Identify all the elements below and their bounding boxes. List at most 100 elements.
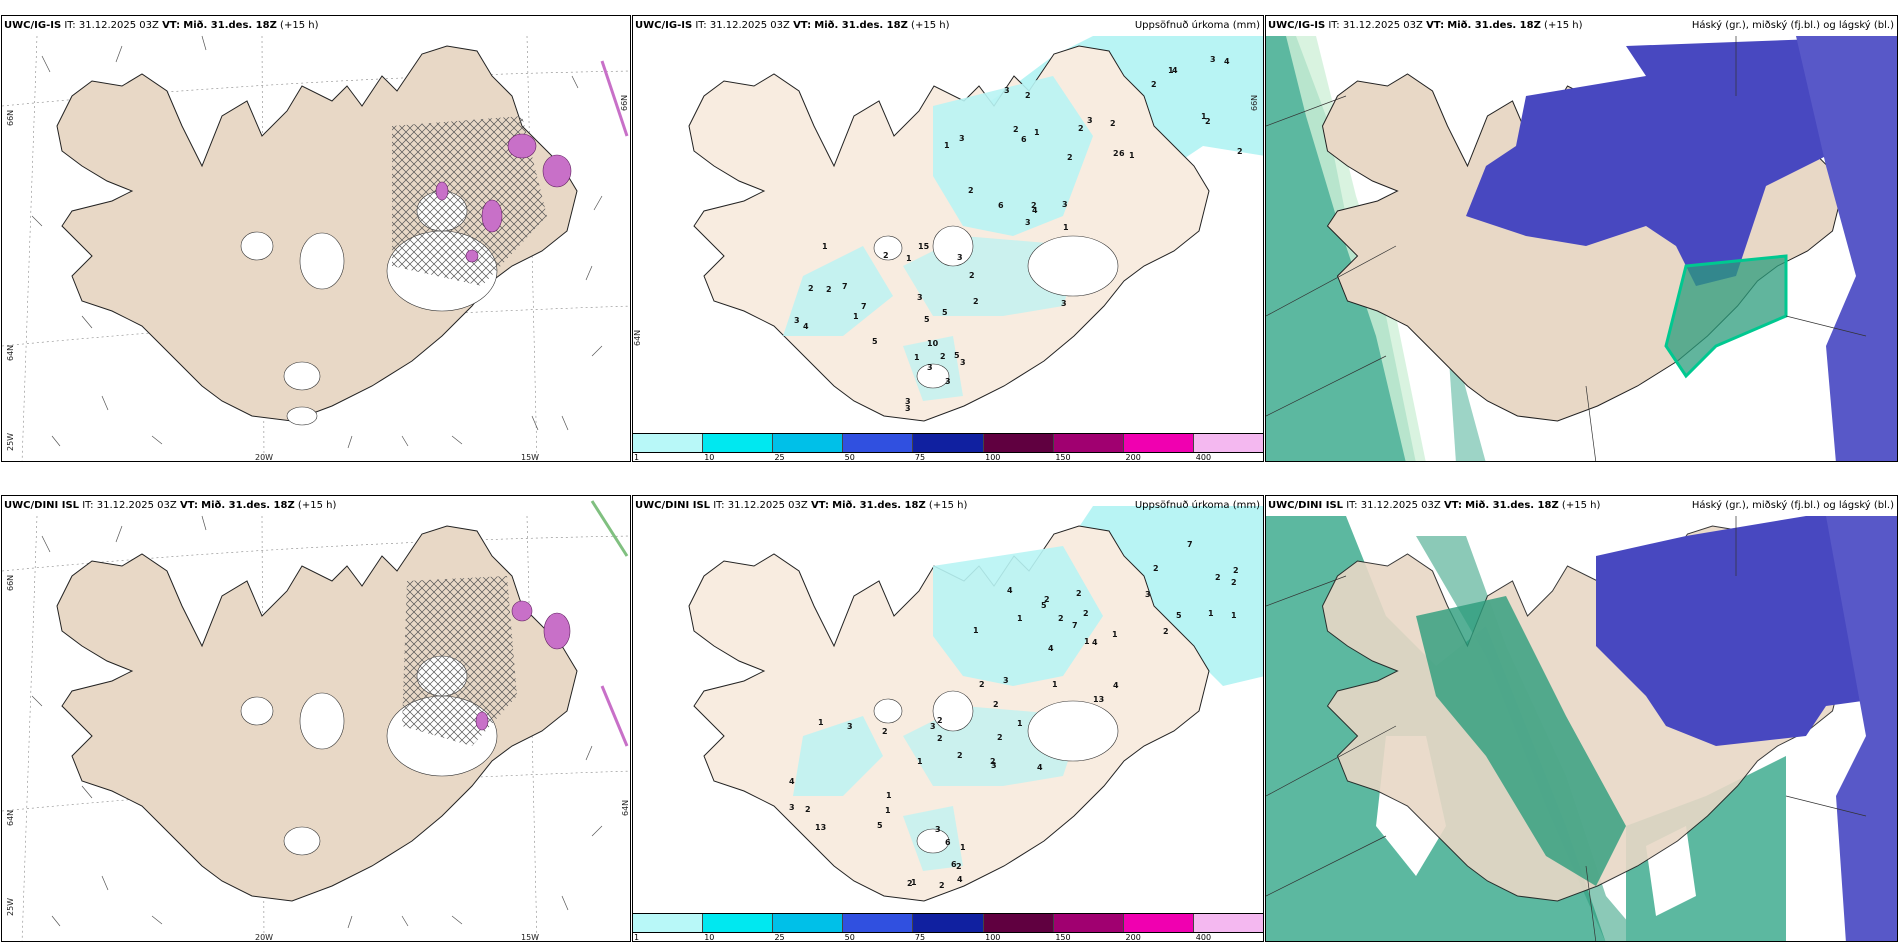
header-wind-top: UWC/IG-IS IT: 31.12.2025 03Z VT: Mið. 31… [4, 20, 319, 31]
precip-value-label: 4 [1092, 638, 1098, 647]
wind-map-top [2, 16, 631, 462]
lat-label-66n-p1: 66N [1250, 94, 1259, 111]
precip-value-label: 5 [1041, 601, 1047, 610]
precip-value-label: 1 [906, 254, 912, 263]
colorbar-swatch [1053, 914, 1124, 932]
precip-value-label: 4 [1224, 57, 1230, 66]
lat-label-66n-b: 66N [6, 574, 15, 591]
precip-value-label: 3 [905, 404, 911, 413]
precip-value-label: 2 [1083, 609, 1089, 618]
colorbar-swatch [843, 914, 914, 932]
precip-value-label: 1 [1017, 719, 1023, 728]
lon-label-15w-b: 15W [521, 933, 540, 942]
precip-value-label: 2 [1233, 566, 1239, 575]
colorbar-label: 150 [1055, 933, 1071, 942]
precip-value-label: 2 [1151, 80, 1157, 89]
precip-value-label: 7 [861, 302, 867, 311]
colorbar-label: 25 [774, 933, 785, 942]
precip-value-label: 1 [911, 878, 917, 887]
precip-value-label: 1 [1052, 680, 1058, 689]
colorbar-label: 75 [914, 933, 926, 942]
precip-value-label: 4 [1032, 206, 1038, 215]
colorbar-label: 100 [985, 453, 1001, 462]
precip-value-label: 2 [826, 285, 832, 294]
precip-value-label: 2 [882, 727, 888, 736]
precip-value-label: 2 [907, 879, 913, 888]
precip-value-label: 3 [1087, 116, 1093, 125]
lat-label-64n-p1: 64N [633, 329, 642, 346]
precip-value-label: 1 [914, 353, 920, 362]
header-cloud-bottom: UWC/DINI ISL IT: 31.12.2025 03Z VT: Mið.… [1268, 500, 1601, 511]
precip-value-label: 3 [991, 761, 997, 770]
cloud-title-top: Háský (gr.), miðský (fj.bl.) og lágský (… [1691, 20, 1894, 31]
precip-value-label: 1 [885, 806, 891, 815]
precip-value-label: 2 [1163, 627, 1169, 636]
precip-value-label: 2 [1025, 91, 1031, 100]
lon-label-15w: 15W [521, 453, 540, 462]
precip-value-label: 5 [872, 337, 878, 346]
precip-value-label: 3 [1062, 200, 1068, 209]
precip-value-label: 2 [1067, 153, 1073, 162]
precip-value-label: 4 [1048, 644, 1054, 653]
precip-value-label: 2 [973, 297, 979, 306]
precip-value-label: 2 [937, 716, 943, 725]
panel-wind-bottom: UWC/DINI ISL IT: 31.12.2025 03Z VT: Mið.… [1, 495, 631, 942]
precip-value-label: 1 [818, 718, 824, 727]
wind-map-bottom [2, 496, 631, 942]
precip-value-label: 2 [997, 733, 1003, 742]
panel-wind-top: UWC/IG-IS IT: 31.12.2025 03Z VT: Mið. 31… [1, 15, 631, 462]
precip-value-label: 4 [1172, 66, 1178, 75]
panel-precip-bottom: UWC/DINI ISL IT: 31.12.2025 03Z VT: Mið.… [632, 495, 1264, 942]
header-wind-bottom: UWC/DINI ISL IT: 31.12.2025 03Z VT: Mið.… [4, 500, 337, 511]
precip-value-label: 2 [968, 186, 974, 195]
precip-value-label: 1 [886, 791, 892, 800]
precip-value-label: 3 [1145, 590, 1151, 599]
colorbar-label: 50 [844, 933, 855, 942]
precip-value-label: 2 [1076, 589, 1082, 598]
precip-value-label: 3 [930, 722, 936, 731]
colorbar-top [633, 433, 1263, 453]
precip-value-label: 1 [1112, 630, 1118, 639]
colorbar-swatch [633, 434, 704, 452]
precip-value-label: 4 [803, 322, 809, 331]
precip-value-label: 2 [1078, 124, 1084, 133]
lon-label-25w: 25W [6, 432, 15, 451]
precip-value-label: 4 [1007, 586, 1013, 595]
precip-value-label: 2 [1205, 117, 1211, 126]
precip-value-label: 1 [944, 141, 950, 150]
precip-value-label: 3 [1004, 86, 1010, 95]
precip-value-label: 6 [951, 860, 957, 869]
precip-value-label: 2 [979, 680, 985, 689]
colorbar-swatch [1193, 914, 1263, 932]
colorbar-swatch [843, 434, 914, 452]
precip-value-label: 5 [954, 351, 960, 360]
precip-value-label: 1 [1168, 66, 1174, 75]
precip-value-label: 6 [1119, 149, 1125, 158]
precip-value-label: 5 [1176, 611, 1182, 620]
precip-map-top [633, 16, 1264, 462]
colorbar-label: 1 [634, 933, 640, 942]
lat-label-64n-right-b: 64N [621, 799, 630, 816]
precip-value-label: 1 [1201, 112, 1207, 121]
colorbar-swatch [983, 434, 1054, 452]
precip-value-label: 2 [990, 757, 996, 766]
lon-label-25w-b: 25W [6, 897, 15, 916]
precip-value-label: 2 [1237, 147, 1243, 156]
precip-value-label: 3 [789, 803, 795, 812]
precip-value-label: 13 [815, 823, 827, 832]
colorbar-label: 50 [844, 453, 855, 462]
colorbar-swatch [773, 914, 844, 932]
lon-label-20w-b: 20W [255, 933, 274, 942]
colorbar-label: 100 [985, 933, 1001, 942]
precip-value-label: 2 [805, 805, 811, 814]
precip-value-label: 7 [1187, 540, 1193, 549]
precip-value-label: 3 [847, 722, 853, 731]
colorbar-swatch [1123, 914, 1194, 932]
precip-value-label: 1 [1017, 614, 1023, 623]
precip-value-label: 3 [957, 253, 963, 262]
precip-value-label: 4 [1113, 681, 1119, 690]
precip-value-label: 1 [1034, 128, 1040, 137]
precip-value-label: 1 [973, 626, 979, 635]
header-precip-top: UWC/IG-IS IT: 31.12.2025 03Z VT: Mið. 31… [635, 20, 950, 31]
precip-value-label: 2 [1044, 595, 1050, 604]
